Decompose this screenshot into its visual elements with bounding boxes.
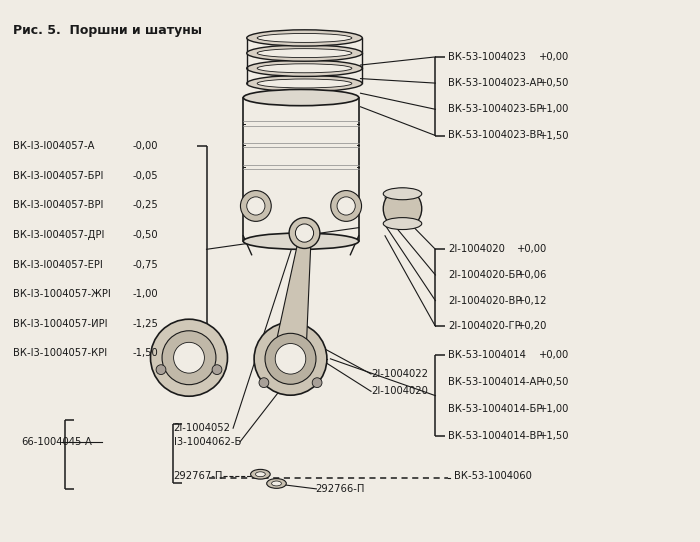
Text: Рис. 5.  Поршни и шатуны: Рис. 5. Поршни и шатуны (13, 24, 202, 37)
Ellipse shape (383, 188, 421, 200)
Text: ВК-I3-I004057-ДРI: ВК-I3-I004057-ДРI (13, 230, 104, 240)
Ellipse shape (257, 49, 352, 57)
Circle shape (156, 365, 166, 375)
Text: 2I-1004020-ГР: 2I-1004020-ГР (448, 321, 521, 331)
Text: +1,00: +1,00 (539, 104, 569, 114)
Ellipse shape (246, 30, 363, 46)
Text: ВК-I3-1004057-ИРI: ВК-I3-1004057-ИРI (13, 319, 107, 329)
Text: ВК-53-1004014-АР: ВК-53-1004014-АР (448, 377, 542, 387)
Text: +1,50: +1,50 (539, 131, 570, 140)
Circle shape (212, 365, 222, 375)
Ellipse shape (272, 481, 281, 486)
Text: -0,50: -0,50 (133, 230, 159, 240)
Text: ВК-53-1004023-БР: ВК-53-1004023-БР (448, 104, 542, 114)
Ellipse shape (246, 60, 363, 76)
Circle shape (259, 378, 269, 388)
Text: ВК-I3-I004057-ЕРI: ВК-I3-I004057-ЕРI (13, 260, 102, 270)
Text: +0,06: +0,06 (517, 270, 547, 280)
Ellipse shape (244, 233, 358, 249)
Polygon shape (273, 244, 311, 357)
Text: ВК-I3-1004057-КРI: ВК-I3-1004057-КРI (13, 349, 106, 358)
Circle shape (337, 197, 355, 215)
Text: +0,00: +0,00 (517, 244, 547, 254)
Text: +0,50: +0,50 (539, 377, 569, 387)
Ellipse shape (256, 472, 265, 477)
Text: 292767-П: 292767-П (174, 471, 223, 481)
Text: -1,00: -1,00 (133, 289, 159, 299)
Circle shape (162, 331, 216, 385)
Circle shape (150, 319, 228, 396)
Circle shape (246, 197, 265, 215)
Text: ВК-I3-I004057-А: ВК-I3-I004057-А (13, 141, 94, 151)
Ellipse shape (257, 64, 352, 73)
Text: ВК-53-1004014-ВР: ВК-53-1004014-ВР (448, 431, 542, 441)
Text: +1,50: +1,50 (539, 431, 570, 441)
Ellipse shape (257, 34, 352, 42)
Circle shape (241, 191, 272, 221)
Text: -1,50: -1,50 (133, 349, 159, 358)
Circle shape (254, 322, 327, 395)
Circle shape (295, 224, 314, 242)
Text: ВК-53-1004023: ВК-53-1004023 (448, 52, 526, 62)
Text: -0,05: -0,05 (133, 171, 159, 181)
Ellipse shape (383, 217, 421, 230)
Text: ВК-I3-I004057-ВРI: ВК-I3-I004057-ВРI (13, 201, 103, 210)
Ellipse shape (267, 479, 286, 488)
Text: 66-1004045-А: 66-1004045-А (21, 437, 92, 447)
Circle shape (312, 378, 322, 388)
Text: -0,00: -0,00 (133, 141, 158, 151)
Text: -0,75: -0,75 (133, 260, 159, 270)
Text: 2I-1004020-БР: 2I-1004020-БР (448, 270, 522, 280)
Text: ВК-I3-1004057-ЖРI: ВК-I3-1004057-ЖРI (13, 289, 111, 299)
Circle shape (265, 333, 316, 384)
Text: I3-1004062-Б: I3-1004062-Б (174, 437, 241, 447)
Text: +0,00: +0,00 (539, 350, 569, 360)
Circle shape (174, 343, 204, 373)
Text: 2I-1004020: 2I-1004020 (371, 386, 428, 396)
Text: -0,25: -0,25 (133, 201, 159, 210)
Ellipse shape (251, 469, 270, 479)
Text: ВК-53-1004023-ВР: ВК-53-1004023-ВР (448, 131, 542, 140)
Text: ВК-53-1004014-БР: ВК-53-1004014-БР (448, 404, 542, 414)
Text: ВК-53-1004060: ВК-53-1004060 (454, 471, 531, 481)
Text: ВК-I3-I004057-БРI: ВК-I3-I004057-БРI (13, 171, 103, 181)
Text: 2I-1004052: 2I-1004052 (174, 423, 230, 433)
Text: -1,25: -1,25 (133, 319, 159, 329)
Ellipse shape (257, 79, 352, 88)
Text: 292766-П: 292766-П (315, 484, 365, 494)
Text: +0,20: +0,20 (517, 321, 547, 331)
Text: 2I-1004020: 2I-1004020 (448, 244, 505, 254)
Text: 2I-1004020-ВР: 2I-1004020-ВР (448, 295, 522, 306)
Ellipse shape (246, 45, 363, 61)
Text: ВК-53-1004023-АР: ВК-53-1004023-АР (448, 78, 542, 88)
Circle shape (330, 191, 361, 221)
Ellipse shape (244, 89, 358, 106)
Text: +1,00: +1,00 (539, 404, 569, 414)
Text: +0,50: +0,50 (539, 78, 569, 88)
Ellipse shape (383, 189, 421, 229)
Circle shape (289, 218, 320, 248)
Text: +0,00: +0,00 (539, 52, 569, 62)
Text: 2I-1004022: 2I-1004022 (371, 369, 428, 379)
Text: +0,12: +0,12 (517, 295, 547, 306)
Text: ВК-53-1004014: ВК-53-1004014 (448, 350, 526, 360)
Circle shape (275, 344, 306, 374)
Ellipse shape (246, 75, 363, 92)
